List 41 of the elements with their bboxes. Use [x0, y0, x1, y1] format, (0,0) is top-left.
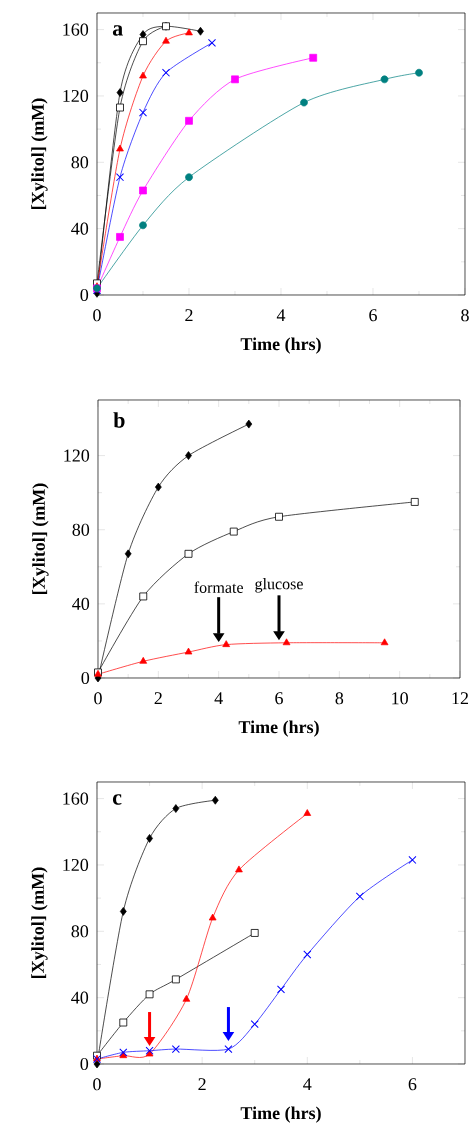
annotation: glucose [255, 578, 303, 593]
x-tick-label: 2 [185, 309, 193, 322]
y-tick-label: 40 [72, 597, 90, 610]
x-tick-label: 4 [276, 309, 286, 322]
x-tick-label: 4 [303, 1078, 312, 1091]
annotation: c [112, 794, 122, 805]
x-tick-label: 6 [408, 1078, 417, 1091]
y-tick-label: 40 [71, 991, 89, 1004]
x-tick-label: 0 [93, 309, 101, 322]
y-tick-label: 0 [80, 288, 89, 302]
y-tick-label: 80 [72, 523, 90, 536]
y-tick-label: 160 [63, 23, 89, 36]
y-axis-title: [Xylitol] (mM) [31, 867, 48, 978]
y-tick-label: 0 [81, 671, 90, 685]
x-axis-title: Time (hrs) [240, 337, 321, 354]
x-tick-label: 0 [93, 1078, 101, 1091]
x-tick-label: 6 [275, 692, 283, 705]
x-tick-label: 6 [369, 309, 377, 322]
y-tick-label: 120 [64, 449, 90, 462]
y-tick-label: 160 [63, 792, 89, 805]
x-tick-label: 10 [392, 692, 408, 705]
x-axis-title: Time (hrs) [240, 1106, 321, 1123]
x-tick-label: 8 [461, 309, 469, 322]
y-axis-title: [Xylitol] (mM) [31, 98, 48, 209]
y-tick-label: 80 [71, 156, 89, 169]
x-tick-label: 2 [198, 1078, 206, 1091]
y-tick-label: 80 [71, 925, 89, 938]
y-tick-label: 120 [63, 858, 89, 872]
y-axis-title: [Xylitol] (mM) [32, 483, 49, 594]
x-tick-label: 12 [452, 692, 469, 705]
x-axis-title: Time (hrs) [238, 720, 319, 737]
y-tick-label: 40 [71, 222, 89, 235]
x-tick-label: 2 [154, 692, 162, 705]
y-tick-label: 0 [80, 1057, 89, 1071]
y-tick-label: 120 [63, 89, 89, 102]
x-tick-label: 0 [94, 692, 102, 705]
x-tick-label: 8 [335, 692, 344, 705]
x-tick-label: 4 [214, 692, 223, 705]
annotation: formate [194, 581, 243, 593]
annotation: b [113, 412, 125, 428]
annotation: a [112, 25, 123, 36]
